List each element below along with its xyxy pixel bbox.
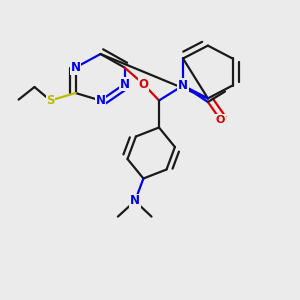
Text: O: O (216, 115, 225, 125)
Text: N: N (70, 61, 81, 74)
Text: N: N (178, 79, 188, 92)
Text: N: N (95, 94, 106, 107)
Text: O: O (138, 77, 148, 91)
Text: N: N (119, 77, 130, 91)
Text: N: N (130, 194, 140, 208)
Text: S: S (46, 94, 55, 107)
